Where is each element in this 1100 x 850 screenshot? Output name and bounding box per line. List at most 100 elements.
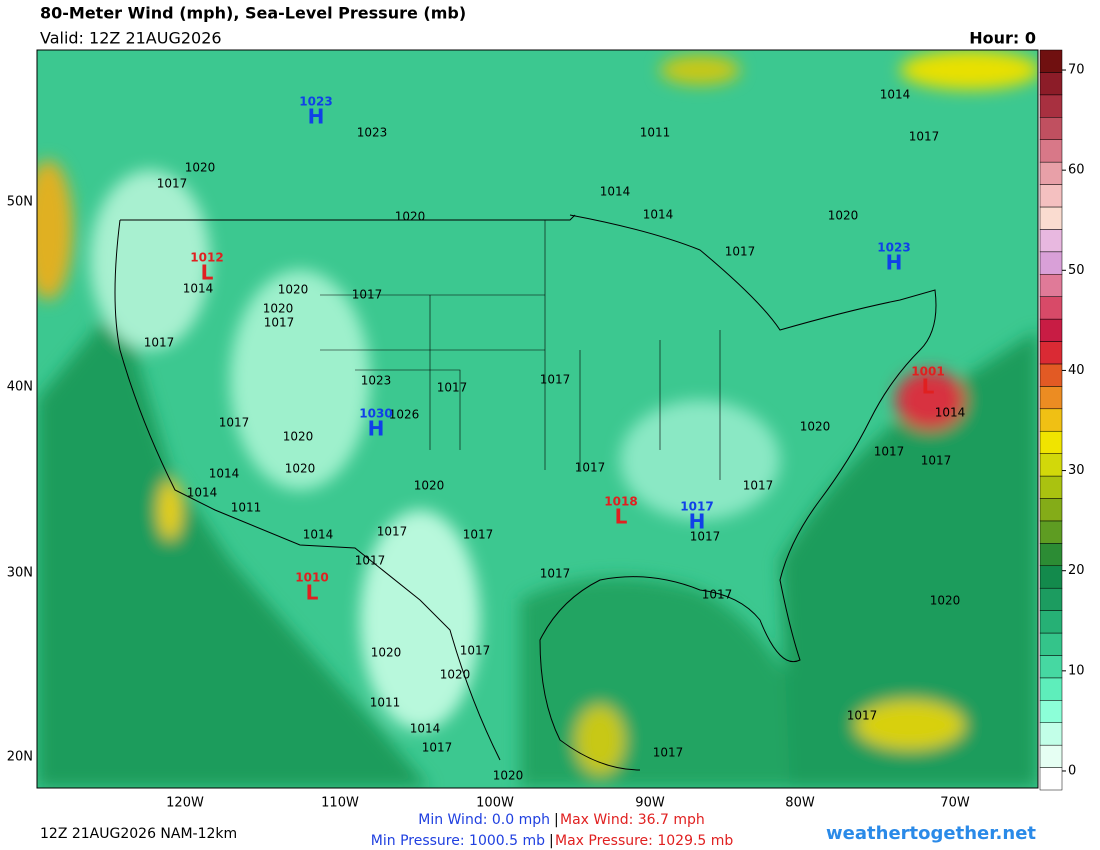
isobar-label: 1017 <box>264 316 295 330</box>
wind-max <box>37 160 73 300</box>
center-letter: H <box>368 417 385 441</box>
colorbar-cell <box>1039 655 1063 679</box>
isobar-label: 1017 <box>460 644 491 658</box>
lat-label: 20N <box>7 750 33 765</box>
center-letter: L <box>922 375 935 399</box>
lat-label: 30N <box>7 566 33 581</box>
colorbar-cell <box>1039 700 1063 723</box>
colorbar-tick-label: 0 <box>1068 763 1076 778</box>
isobar-label: 1020 <box>493 769 524 783</box>
lon-label: 90W <box>635 796 665 811</box>
site-link[interactable]: weathertogether.net <box>826 823 1036 844</box>
isobar-label: 1023 <box>361 374 392 388</box>
isobar-label: 1020 <box>930 594 961 608</box>
map-frame <box>36 49 1039 789</box>
colorbar-tick-label: 40 <box>1068 363 1085 378</box>
forecast-hour: Hour: 0 <box>969 29 1036 48</box>
lat-label: 50N <box>7 195 33 210</box>
colorbar-cell <box>1039 632 1063 656</box>
colorbar-tick-label: 70 <box>1068 63 1085 78</box>
colorbar-cell <box>1039 767 1063 791</box>
colorbar-cell <box>1039 386 1063 410</box>
colorbar-cell <box>1039 49 1063 73</box>
wind-max <box>158 480 182 540</box>
isobar-label: 1014 <box>880 88 911 102</box>
isobar-label: 1011 <box>640 126 671 140</box>
center-letter: H <box>689 510 706 534</box>
calm-area <box>360 510 480 730</box>
colorbar-tick-label: 10 <box>1068 663 1085 678</box>
title: 80-Meter Wind (mph), Sea-Level Pressure … <box>40 4 466 23</box>
colorbar-cell <box>1039 229 1063 253</box>
separator: | <box>554 812 559 828</box>
borders <box>114 214 937 771</box>
max-pressure: Max Pressure: 1029.5 mb <box>555 833 733 849</box>
isobar-label: 1017 <box>144 336 175 350</box>
lat-label: 40N <box>7 380 33 395</box>
center-pressure: 1023 <box>877 241 910 255</box>
colorbar-cell <box>1039 318 1063 342</box>
wind-max <box>660 55 740 85</box>
colorbar-cell <box>1039 475 1063 499</box>
colorbar-cell <box>1039 677 1063 701</box>
colorbar-cell <box>1039 184 1063 208</box>
colorbar-cell <box>1039 453 1063 477</box>
colorbar-tick-label: 50 <box>1068 263 1085 278</box>
isobar-label: 1017 <box>743 479 774 493</box>
isobar-label: 1017 <box>725 245 756 259</box>
isobar-label: 1014 <box>183 282 214 296</box>
lon-label: 120W <box>166 796 204 811</box>
min-wind: Min Wind: 0.0 mph <box>418 812 550 828</box>
center-pressure: 1012 <box>190 251 223 265</box>
isobar-label: 1023 <box>357 126 388 140</box>
isobar-label: 1014 <box>410 722 441 736</box>
isobar-label: 1017 <box>653 746 684 760</box>
lon-label: 70W <box>940 796 970 811</box>
colorbar-cell <box>1039 251 1063 275</box>
colorbar-cell <box>1039 117 1063 140</box>
isobar-label: 1017 <box>909 130 940 144</box>
colorbar-cell <box>1039 744 1063 768</box>
lon-label: 100W <box>476 796 514 811</box>
isobar-label: 1017 <box>437 381 468 395</box>
isobar-label: 1017 <box>575 461 606 475</box>
colorbar-cell <box>1039 520 1063 544</box>
center-letter: L <box>306 581 319 605</box>
colorbar-cell <box>1039 498 1063 522</box>
isobar-label: 1014 <box>600 185 631 199</box>
colorbar-cell <box>1039 161 1063 185</box>
state-line <box>320 220 721 480</box>
isobar-label: 1014 <box>209 467 240 481</box>
isobar-label: 1017 <box>422 741 453 755</box>
isobar-label: 1017 <box>377 525 408 539</box>
center-pressure: 1010 <box>295 571 328 585</box>
center-pressure: 1017 <box>680 500 713 514</box>
colorbar-cell <box>1039 94 1063 118</box>
center-pressure: 1018 <box>604 495 637 509</box>
center-pressure: 1001 <box>911 365 944 379</box>
center-pressure: 1023 <box>299 95 332 109</box>
isobar-label: 1014 <box>935 406 966 420</box>
isobar-label: 1017 <box>874 445 905 459</box>
wind-max <box>900 50 1038 90</box>
colorbar-cell <box>1039 722 1063 746</box>
colorbar-cell <box>1039 543 1063 567</box>
isobar-label: 1020 <box>185 161 216 175</box>
isobar-label: 1011 <box>231 501 262 515</box>
isobar-label: 1020 <box>414 479 445 493</box>
wind-max <box>855 700 965 750</box>
colorbar-cell <box>1039 273 1063 297</box>
isobar-label: 1020 <box>395 210 426 224</box>
min-pressure: Min Pressure: 1000.5 mb <box>371 833 545 849</box>
atlantic <box>780 330 1038 788</box>
colorbar-cell <box>1039 139 1063 163</box>
colorbar-tick-label: 20 <box>1068 563 1085 578</box>
model-run: 12Z 21AUG2026 NAM-12km <box>40 826 237 842</box>
isobar-label: 1020 <box>371 646 402 660</box>
pacific-ocean <box>37 300 430 788</box>
isobar-label: 1014 <box>187 486 218 500</box>
isobar-label: 1017 <box>352 288 383 302</box>
lon-label: 110W <box>321 796 359 811</box>
isobar-label: 1017 <box>540 373 571 387</box>
